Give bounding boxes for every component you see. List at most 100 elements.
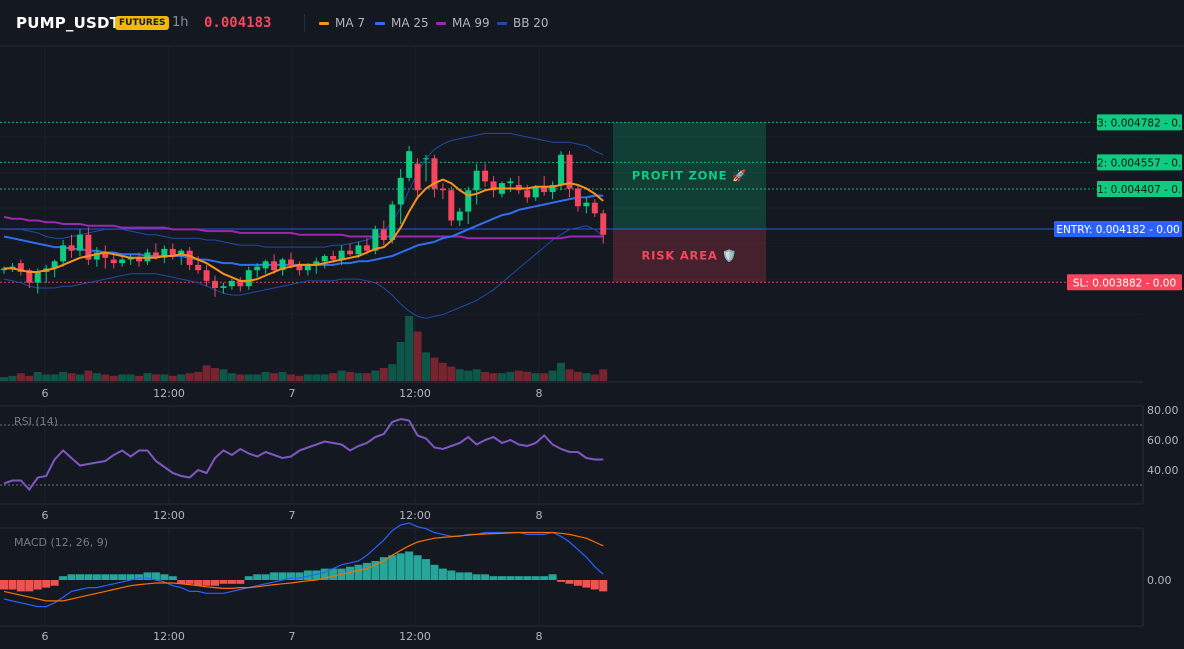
volume-bar [413,331,422,381]
macd-histogram-bar [497,576,506,580]
macd-histogram-bar [261,574,270,580]
time-axis-label: 7 [289,509,296,522]
macd-histogram-bar [413,555,422,580]
candle-body [473,170,480,191]
candle-body [456,211,463,221]
candle-body [566,154,573,189]
header-divider [304,14,305,32]
volume-bar [211,368,219,381]
macd-histogram-bar [362,562,371,580]
candle-body [574,188,581,207]
macd-pane[interactable]: MACD (12, 26, 9) 0.00 [0,522,1172,608]
candle-body [532,186,539,198]
candle-body [51,261,58,269]
macd-histogram-bar [75,574,84,580]
profit-zone [613,122,766,229]
macd-histogram-bar [8,580,17,590]
macd-histogram-bar [253,574,262,580]
volume-bar [472,369,481,381]
volume-bar [16,373,25,381]
volume-bar [422,352,430,381]
macd-histogram-bar [481,574,490,580]
volume-bar [438,362,447,381]
price-pane[interactable]: PROFIT ZONE 🚀 RISK AREA 🛡️ TP3: 0.004782 -… [0,114,1184,381]
candle-body [423,158,429,160]
macd-histogram-bar [447,570,456,580]
candle-body [490,181,497,191]
rsi-pane[interactable]: RSI (14) 80.00 60.00 40.00 [0,404,1179,492]
volume-bar [185,373,194,381]
legend-ma25-swatch [375,21,385,25]
macd-histogram-bar [0,580,8,590]
volume-bar [354,373,363,381]
candle-body [304,264,311,271]
legend-bb20-swatch [497,21,507,25]
candle-body [279,259,286,271]
volume-bar [531,373,540,381]
level-tag-label: ENTRY: 0.004182 - 0.00 [1056,224,1179,236]
time-axis-label: 12:00 [399,387,431,400]
volume-bar [312,374,321,381]
time-axis-label: 6 [42,509,49,522]
rsi-axis-label: 80.00 [1147,404,1179,417]
timeframe-selector[interactable]: 1h [172,15,189,30]
candle-body [17,263,24,272]
candle-body [119,259,126,264]
volume-bar [42,374,51,381]
time-axes: 6 12:00 7 12:00 8 6 12:00 7 12:00 8 6 12:00 7 12:00 8 [42,387,543,643]
volume-bar [388,364,397,381]
volume-bar [464,370,473,381]
legend-ma25-label: MA 25 [391,16,429,30]
volume-bar [194,371,203,381]
macd-histogram-bar [422,559,430,580]
candle-body [414,163,421,191]
macd-signal-line [3,531,604,602]
volume-bar [590,374,599,381]
time-axis-label: 6 [42,387,49,400]
macd-histogram-bar [92,574,101,580]
legend-ma99[interactable]: MA 99 [436,16,490,30]
volume-bar [303,374,312,381]
candle-body [228,280,235,287]
legend-ma7[interactable]: MA 7 [319,16,365,30]
volume-bar [379,368,388,381]
volume-bar [59,371,68,381]
volume-bar [405,316,414,381]
macd-histogram-bar [84,574,93,580]
volume-bar [455,369,464,381]
candle-body [406,151,413,178]
ma7-line [4,178,604,282]
legend-bb20[interactable]: BB 20 [497,16,549,30]
macd-histogram-bar [185,580,194,584]
volume-bar [337,370,346,381]
macd-histogram-bar [523,576,532,580]
macd-histogram-bar [126,574,135,580]
volume-bar [447,366,456,381]
macd-histogram-bar [371,561,380,580]
candle-body [262,261,269,269]
macd-histogram-bar [177,580,186,584]
level-tag [1097,114,1182,131]
candle-body [465,190,472,212]
symbol-name[interactable]: PUMP_USDT [16,14,121,32]
volume-bar [8,375,17,381]
futures-badge: FUTURES [115,16,170,30]
profit-zone-label: PROFIT ZONE 🚀 [632,169,747,183]
macd-histogram-bar [135,574,144,580]
candle-body [203,270,210,281]
volume-bar [0,377,8,381]
candle-body [338,250,345,260]
candle-body [397,177,404,205]
macd-histogram-bar [236,580,245,584]
volume-bar [430,357,439,381]
time-axis-label: 8 [536,630,543,643]
candle-body [448,190,455,221]
legend-ma25[interactable]: MA 25 [375,16,429,30]
macd-histogram-bar [472,574,481,580]
level-tag [1097,181,1182,198]
candle-body [380,229,387,241]
grid-lines [0,45,1184,627]
macd-histogram-bar [168,576,177,580]
candle-body [76,234,83,251]
